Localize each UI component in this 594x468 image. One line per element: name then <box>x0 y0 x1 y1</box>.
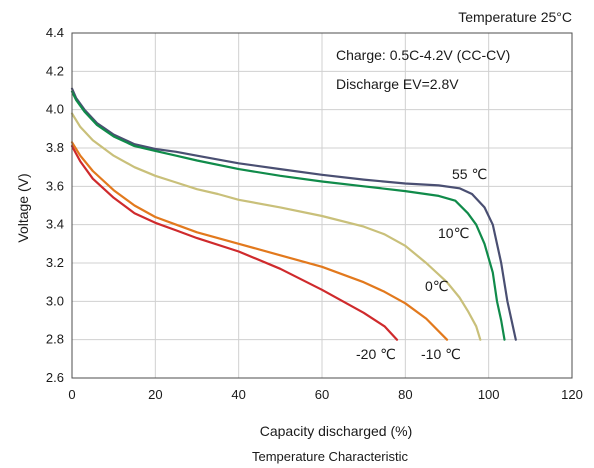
x-tick-label: 80 <box>398 387 412 402</box>
series-line <box>70 87 517 341</box>
series-label-10c: 10℃ <box>438 225 469 241</box>
series-line <box>70 145 399 341</box>
x-tick-label: 100 <box>478 387 500 402</box>
x-tick-label: 20 <box>148 387 162 402</box>
series-label-minus20c: -20 ℃ <box>356 346 396 362</box>
x-axis-label: Capacity discharged (%) <box>260 423 413 439</box>
chart-caption: Temperature Characteristic <box>252 449 409 464</box>
y-tick-label: 4.0 <box>46 102 64 117</box>
y-tick-label: 3.8 <box>46 140 64 155</box>
y-tick-label: 4.4 <box>46 25 64 40</box>
charge-annotation: Charge: 0.5C-4.2V (CC-CV) <box>336 47 510 63</box>
y-axis-label: Voltage (V) <box>15 173 31 242</box>
series-lines <box>70 87 517 341</box>
y-tick-label: 3.0 <box>46 293 64 308</box>
y-tick-label: 2.8 <box>46 332 64 347</box>
x-tick-label: 60 <box>315 387 329 402</box>
series-line <box>70 141 449 341</box>
y-tick-label: 3.6 <box>46 178 64 193</box>
y-tick-label: 4.2 <box>46 63 64 78</box>
plot-frame <box>71 32 573 379</box>
y-tick-label: 3.2 <box>46 255 64 270</box>
y-tick-label: 2.6 <box>46 370 64 385</box>
x-tick-label: 40 <box>231 387 245 402</box>
discharge-annotation: Discharge EV=2.8V <box>336 76 459 92</box>
series-line <box>70 112 482 341</box>
series-line <box>70 90 506 341</box>
x-tick-label: 0 <box>68 387 75 402</box>
series-label-0c: 0℃ <box>425 278 449 294</box>
temperature-note: Temperature 25°C <box>458 9 572 25</box>
ticks: 0 20 40 60 80 100 120 2.6 2.8 3.0 3.2 3.4 3.6 3.8 4.0 4… <box>46 25 583 402</box>
x-tick-label: 120 <box>561 387 583 402</box>
series-label-55c: 55 ℃ <box>452 166 487 182</box>
series-label-minus10c: -10 ℃ <box>421 346 461 362</box>
y-tick-label: 3.4 <box>46 217 64 232</box>
